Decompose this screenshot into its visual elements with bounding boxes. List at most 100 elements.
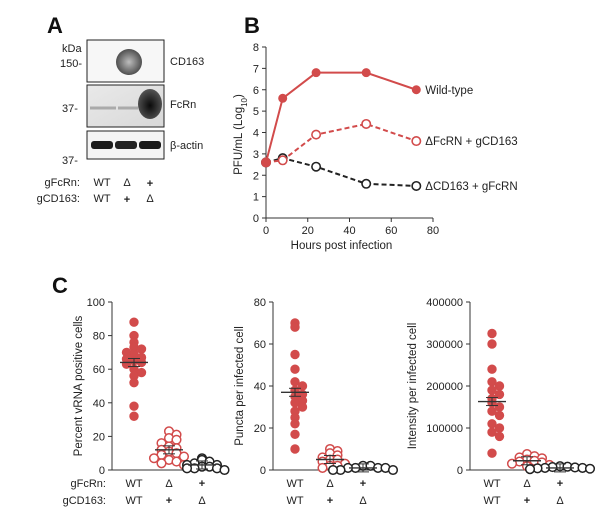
c-y-tick-label: 20 bbox=[254, 423, 266, 435]
fcrn-band bbox=[138, 89, 162, 119]
b-series-point bbox=[361, 178, 372, 189]
b-series-point bbox=[311, 161, 322, 172]
band-label-cd163: CD163 bbox=[170, 56, 204, 68]
c-y-tick-label: 0 bbox=[260, 465, 266, 477]
c-data-point bbox=[129, 377, 139, 388]
c-data-point bbox=[487, 328, 497, 339]
c-data-point bbox=[487, 406, 497, 416]
a-lane2-row1: Δ bbox=[123, 177, 131, 189]
c-data-point bbox=[219, 464, 230, 476]
c-category-row1: + bbox=[557, 478, 563, 490]
panel-a: A kDa 150- CD163 37- FcRn 37- β-actin gF… bbox=[37, 13, 205, 206]
b-series-label: ΔFcRN + gCD163 bbox=[425, 136, 517, 148]
c-y-tick-label: 60 bbox=[254, 339, 266, 351]
c-data-point bbox=[121, 359, 132, 369]
c-data-point bbox=[487, 364, 497, 374]
c-y-tick-label: 100 bbox=[87, 297, 105, 309]
c-category-row1: WT bbox=[483, 478, 500, 490]
c-data-point bbox=[171, 434, 182, 445]
c-data-point bbox=[290, 419, 300, 429]
c-data-point bbox=[584, 463, 596, 474]
b-series-point bbox=[311, 129, 322, 140]
b-series-label: Wild-type bbox=[425, 85, 473, 97]
b-series-line bbox=[265, 71, 417, 163]
c-category-row1: WT bbox=[125, 478, 142, 490]
b-series-point bbox=[411, 85, 421, 95]
c-data-point bbox=[327, 464, 339, 476]
c-data-point bbox=[494, 431, 505, 442]
c-data-point bbox=[290, 322, 300, 332]
panel-b-label: B bbox=[244, 13, 260, 38]
c-data-point bbox=[506, 458, 518, 469]
b-series-point bbox=[278, 93, 288, 103]
b-series-point bbox=[311, 68, 321, 78]
puncta-scatter-chart: 0 20 40 60 80 Puncta per infected cell WT WT Δ + +… bbox=[234, 297, 399, 507]
c-data-point bbox=[129, 401, 139, 411]
c-category-row1: + bbox=[360, 478, 366, 490]
c-y-tick-label: 0 bbox=[99, 465, 105, 477]
c-data-point bbox=[494, 410, 505, 421]
b-y-tick-label: 8 bbox=[253, 42, 259, 54]
b-series-point bbox=[411, 136, 422, 147]
c-category-row2: WT bbox=[483, 495, 500, 507]
c-data-point bbox=[148, 453, 160, 464]
c-data-point bbox=[290, 349, 300, 360]
b-y-axis-title: PFU/mL (Log10) bbox=[233, 94, 249, 175]
a-lane3-row1: + bbox=[147, 178, 153, 190]
b-series-point bbox=[277, 155, 288, 166]
c-y-tick-label: 60 bbox=[93, 364, 105, 376]
c-data-point bbox=[487, 339, 497, 349]
c-data-point bbox=[290, 444, 300, 454]
c-y-tick-label: 400000 bbox=[426, 297, 463, 309]
c-y-tick-label: 40 bbox=[254, 381, 266, 393]
c-y-tick-label: 200000 bbox=[426, 381, 463, 393]
marker-37-a: 37- bbox=[62, 103, 78, 115]
c-y-tick-label: 80 bbox=[254, 297, 266, 309]
c-category-row2: + bbox=[327, 495, 333, 507]
c-data-point bbox=[487, 448, 497, 458]
c-data-point bbox=[156, 458, 167, 469]
b-x-axis-title: Hours post infection bbox=[291, 240, 393, 252]
c-data-point bbox=[136, 344, 147, 354]
b-series-line bbox=[265, 157, 417, 187]
cd163-band bbox=[116, 49, 142, 75]
intensity-scatter-chart: 0 100000 200000 300000 400000 Intensity per i… bbox=[407, 297, 596, 507]
c-category-row2: + bbox=[524, 495, 530, 507]
c-row2-label: gCD163: bbox=[63, 495, 106, 507]
b-series-point bbox=[361, 68, 371, 78]
c-data-point bbox=[524, 464, 536, 475]
b-y-tick-label: 6 bbox=[253, 85, 259, 97]
actin-band-3 bbox=[139, 141, 161, 149]
actin-band-2 bbox=[115, 141, 137, 149]
c-data-point bbox=[290, 429, 300, 440]
b-series-label: ΔCD163 + gFcRN bbox=[425, 181, 517, 193]
c-row1-label: gFcRn: bbox=[71, 478, 106, 490]
c-category-row2: + bbox=[166, 495, 172, 507]
a-lane1-row2: WT bbox=[93, 193, 110, 205]
c-y-tick-label: 100000 bbox=[426, 423, 463, 435]
c-category-row2: Δ bbox=[359, 495, 367, 507]
c-data-point bbox=[181, 463, 193, 474]
b-y-tick-label: 0 bbox=[253, 213, 259, 225]
c-category-row2: Δ bbox=[198, 495, 206, 507]
c-y-tick-label: 20 bbox=[93, 431, 105, 443]
panel-c-label: C bbox=[52, 273, 68, 298]
b-x-tick-label: 60 bbox=[385, 225, 397, 237]
c-category-row2: WT bbox=[286, 495, 303, 507]
c-data-point bbox=[297, 402, 308, 412]
b-y-tick-label: 2 bbox=[253, 170, 259, 182]
b-x-tick-label: 0 bbox=[263, 225, 269, 237]
a-row1-label: gFcRn: bbox=[45, 177, 80, 189]
c-y-axis-title: Percent vRNA positive cells bbox=[73, 315, 85, 456]
marker-37-b: 37- bbox=[62, 155, 78, 167]
c-category-row1: WT bbox=[286, 478, 303, 490]
c-y-tick-label: 0 bbox=[457, 465, 463, 477]
b-y-tick-label: 3 bbox=[253, 149, 259, 161]
a-lane2-row2: + bbox=[124, 194, 130, 206]
c-y-tick-label: 40 bbox=[93, 398, 105, 410]
c-y-tick-label: 300000 bbox=[426, 339, 463, 351]
